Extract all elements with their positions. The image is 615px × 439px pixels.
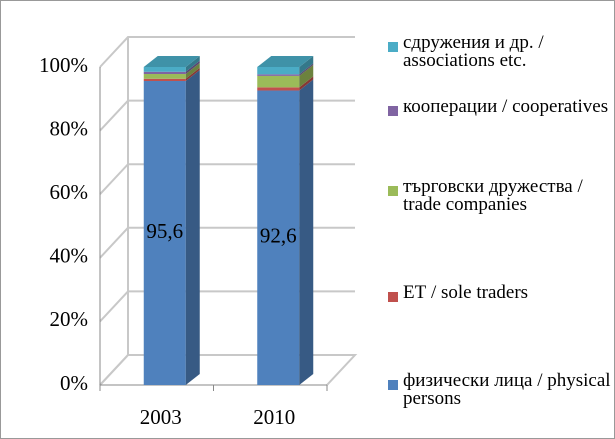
bar-segment [143,67,186,72]
bar-top [143,56,200,67]
y-tick-label: 80% [50,116,89,140]
bar-segment-side [299,56,314,75]
bar-segment-side [185,62,200,79]
grid-line [99,226,355,259]
bar-segment [143,71,186,74]
bar-segment [257,75,300,88]
grid-line [99,99,355,132]
legend-swatch [388,292,398,302]
bar-segment-side [299,76,314,91]
y-tick-label: 60% [50,180,89,204]
y-tick-label: 20% [50,307,89,331]
bar-segment-side [299,79,314,386]
data-label: 95,6 [146,219,183,243]
legend-label: ЕТ / sole traders [403,282,529,303]
bar-segment [257,87,300,91]
bar-segment-side [185,69,200,385]
bar-segment [257,74,300,76]
grid-line [99,290,355,323]
bar-segment-side [299,63,314,76]
legend-swatch [388,186,398,196]
bar-segment [143,78,186,81]
bar-segment-side [185,67,200,81]
bar-segment [143,80,186,385]
grid-line [99,354,355,386]
legend-label: кооперации / cooperatives [403,96,609,117]
legend-swatch [388,380,398,390]
x-tick-label: 2010 [253,405,295,429]
grid-line [99,36,355,68]
y-tick-label: 0% [60,371,88,395]
legend-label: сдружения и др. / associations etc. [403,32,544,71]
bar-segment [257,67,300,75]
floor [99,354,358,386]
bar-top [257,56,314,67]
legend-label: търговски дружества / trade companies [403,176,583,215]
legend-swatch [388,106,398,116]
y-tick-label: 40% [50,244,89,268]
data-label: 92,6 [260,224,297,248]
legend-swatch [388,42,398,52]
x-tick-label: 2003 [140,405,182,429]
y-tick-label: 100% [39,53,88,77]
bar-segment-side [299,64,314,88]
bar-segment-side [185,56,200,72]
grid-line [99,163,355,195]
bar-segment-side [185,60,200,74]
bar-segment [143,73,186,79]
legend-label: физически лица / physical persons [403,370,611,409]
bar-segment [257,90,300,386]
